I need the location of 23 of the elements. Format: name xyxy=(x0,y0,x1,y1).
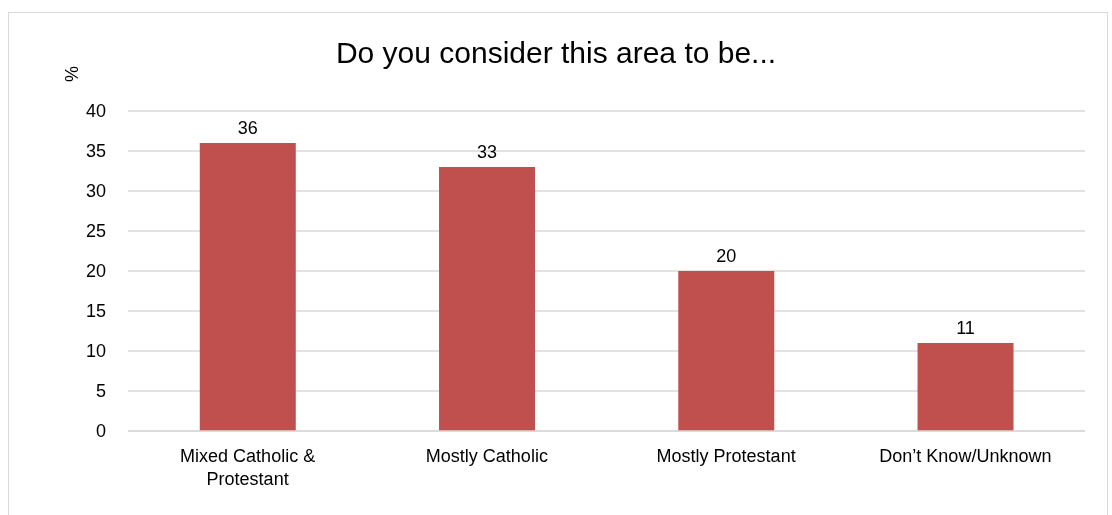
bar xyxy=(678,271,775,431)
y-tick-label: 40 xyxy=(85,101,106,122)
y-axis-title: % xyxy=(62,65,83,83)
bar xyxy=(439,167,536,431)
y-tick-label: 20 xyxy=(85,261,106,282)
y-tick-label: 15 xyxy=(85,301,106,322)
y-tick-label: 25 xyxy=(85,221,106,242)
y-tick-label: 30 xyxy=(85,181,106,202)
chart-title: Do you consider this area to be... xyxy=(335,36,777,69)
x-tick-label: Mostly Protestant xyxy=(656,445,796,466)
bar xyxy=(199,143,296,431)
data-label: 36 xyxy=(237,118,258,138)
y-tick-label: 5 xyxy=(95,381,106,402)
data-label: 11 xyxy=(956,318,975,338)
data-label: 33 xyxy=(477,142,498,162)
x-tick-label: Mixed Catholic & Protestant xyxy=(180,445,316,489)
x-tick-label: Don’t Know/Unknown xyxy=(879,445,1052,466)
y-tick-label: 10 xyxy=(85,341,106,362)
x-tick-label: Mostly Catholic xyxy=(425,445,548,466)
y-tick-label: 35 xyxy=(85,141,106,162)
data-label: 20 xyxy=(716,246,737,266)
bar xyxy=(917,343,1014,431)
y-tick-label: 0 xyxy=(95,421,106,442)
